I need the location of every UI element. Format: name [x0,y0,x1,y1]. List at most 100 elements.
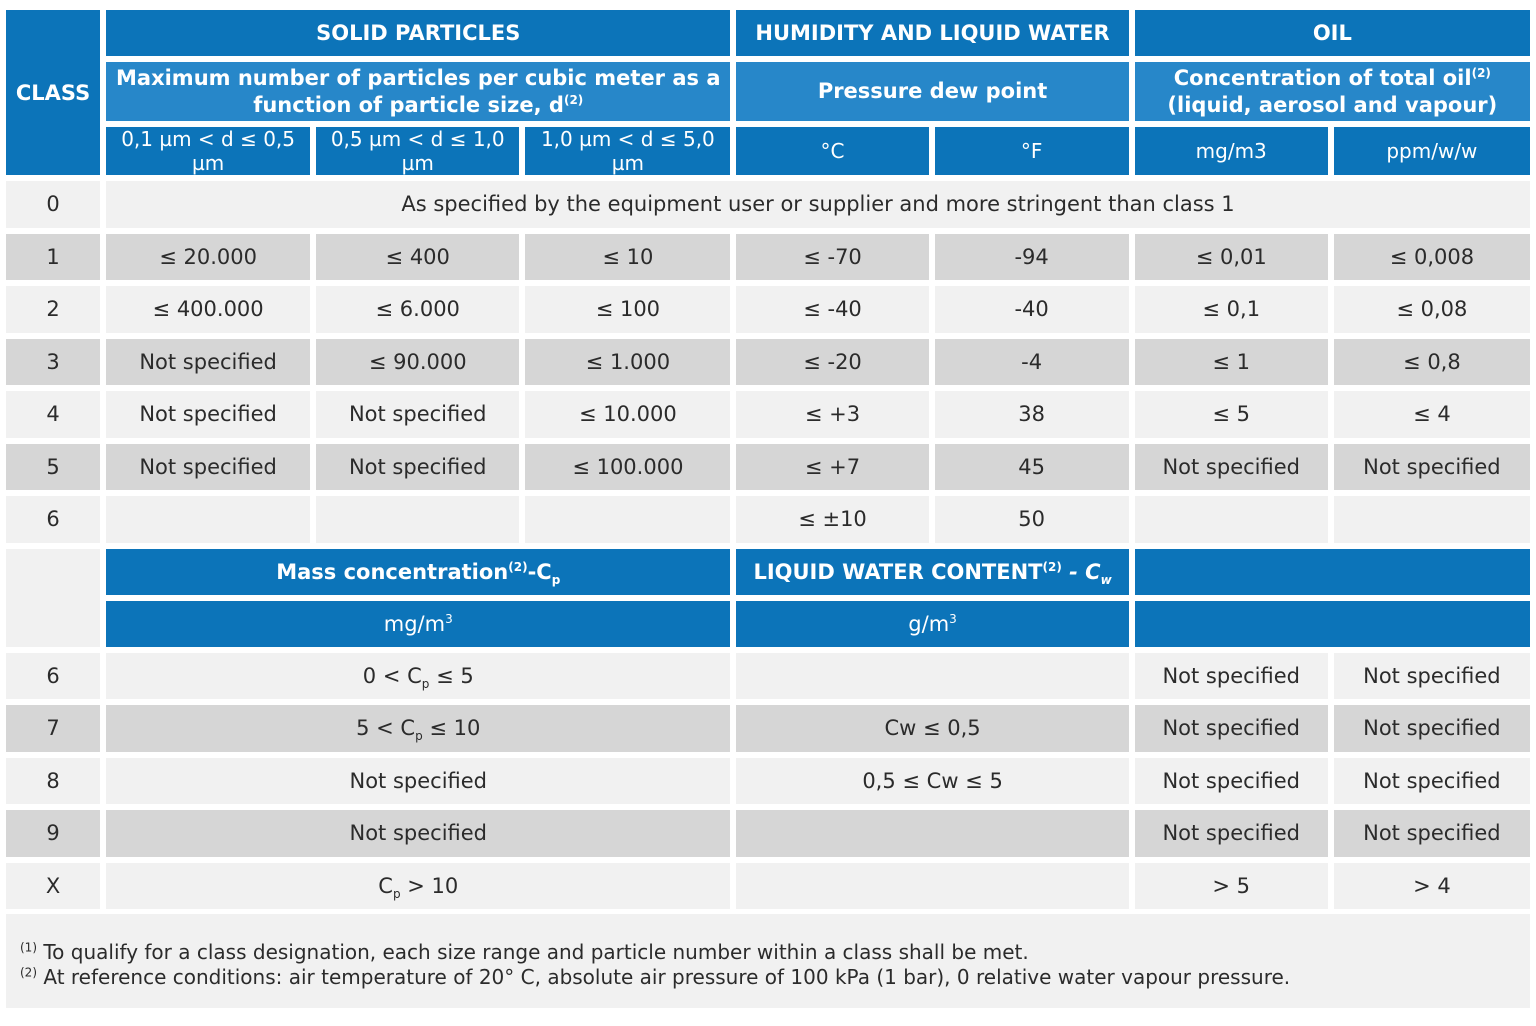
class-cell: X [6,862,101,909]
mass-cell: 5 < Cp ≤ 10 [106,705,731,752]
data-cell [525,496,731,543]
unit-header: 1,0 µm < d ≤ 5,0 µm [525,127,731,175]
data-cell: ≤ +7 [736,443,929,490]
data-cell: ≤ 10 [525,233,731,280]
data-cell: ≤ 6.000 [316,286,520,333]
data-cell: Not specified [106,443,311,490]
data-cell: ≤ 400.000 [106,286,311,333]
class-blank-cell [6,548,101,647]
data-cell: ≤ 90.000 [316,338,520,385]
data-cell: ≤ 0,1 [1134,286,1328,333]
class-cell: 0 [6,181,101,228]
unit-header: mg/m3 [1134,127,1328,175]
data-cell: ≤ 400 [316,233,520,280]
table-row: 2 ≤ 400.000 ≤ 6.000 ≤ 100 ≤ -40 -40 ≤ 0,1 ≤ 0,0… [6,286,1530,333]
footnote: (2) At reference conditions: air tempera… [20,965,1291,989]
unit-header: °C [736,127,929,175]
table-row: 5 Not specified Not specified ≤ 100.000 ≤ +7… [6,443,1530,490]
data-cell: -4 [934,338,1129,385]
class-cell: 8 [6,757,101,804]
water-cell [736,652,1129,699]
data-cell: ≤ 4 [1333,391,1530,438]
table-row: 3 Not specified ≤ 90.000 ≤ 1.000 ≤ -20 -4 ≤ 1 ≤… [6,338,1530,385]
oil-mg-cell: Not specified [1134,652,1328,699]
oil-concentration-subheader: Concentration of total oil(2) (liquid, a… [1134,62,1530,121]
oil-ppm-cell: Not specified [1333,705,1530,752]
data-cell: ≤ -40 [736,286,929,333]
mass-cell: Cp > 10 [106,862,731,909]
class-cell: 5 [6,443,101,490]
class-cell: 7 [6,705,101,752]
footnote: (1) To qualify for a class designation, … [20,940,1029,964]
liquid-water-content-header: LIQUID WATER CONTENT(2) - Cw [736,548,1129,595]
data-cell: ≤ -70 [736,233,929,280]
table-row: 9 Not specified Not specified Not specified [6,810,1530,857]
mass-cell: Not specified [106,757,731,804]
oil-mg-cell: Not specified [1134,757,1328,804]
data-cell: 45 [934,443,1129,490]
class-cell: 6 [6,652,101,699]
data-cell: ≤ 100 [525,286,731,333]
water-cell [736,862,1129,909]
solid-particles-header: SOLID PARTICLES [106,10,731,56]
oil-ppm-cell: > 4 [1333,862,1530,909]
data-cell: Not specified [316,391,520,438]
data-cell [1134,496,1328,543]
oil-blank-header [1134,548,1530,595]
table-row: 1 ≤ 20.000 ≤ 400 ≤ 10 ≤ -70 -94 ≤ 0,01 ≤ 0,008 [6,233,1530,280]
mass-unit-header: mg/m3 [106,600,731,647]
pressure-dew-point-subheader: Pressure dew point [736,62,1129,121]
class0-description: As specified by the equipment user or su… [106,181,1530,228]
data-cell: 38 [934,391,1129,438]
oil-header: OIL [1134,10,1530,56]
data-cell [1333,496,1530,543]
class-cell: 4 [6,391,101,438]
class-cell: 9 [6,810,101,857]
data-cell: ≤ +3 [736,391,929,438]
oil-mg-cell: Not specified [1134,810,1328,857]
water-unit-header: g/m3 [736,600,1129,647]
table-row: X Cp > 10 > 5 > 4 [6,862,1530,909]
water-cell [736,810,1129,857]
class-cell: 1 [6,233,101,280]
data-cell: Not specified [1134,443,1328,490]
humidity-header: HUMIDITY AND LIQUID WATER [736,10,1129,56]
oil-unit-blank [1134,600,1530,647]
data-cell: ≤ 1.000 [525,338,731,385]
oil-ppm-cell: Not specified [1333,652,1530,699]
table-row: 4 Not specified Not specified ≤ 10.000 ≤ +3 3… [6,391,1530,438]
unit-header: 0,1 µm < d ≤ 0,5 µm [106,127,311,175]
data-cell: Not specified [316,443,520,490]
oil-ppm-cell: Not specified [1333,810,1530,857]
data-cell: ≤ -20 [736,338,929,385]
data-cell: ≤ 5 [1134,391,1328,438]
unit-header: °F [934,127,1129,175]
class-cell: 2 [6,286,101,333]
max-particles-subheader: Maximum number of particles per cubic me… [106,62,731,121]
data-cell: ≤ 10.000 [525,391,731,438]
table-row: 8 Not specified 0,5 ≤ Cw ≤ 5 Not specified N… [6,757,1530,804]
table-row: 0 As specified by the equipment user or … [6,181,1530,228]
data-cell [106,496,311,543]
data-cell: ≤ ±10 [736,496,929,543]
class-header: CLASS [6,10,101,175]
table-row: 6 ≤ ±10 50 [6,496,1530,543]
oil-mg-cell: Not specified [1134,705,1328,752]
data-cell: ≤ 0,01 [1134,233,1328,280]
data-cell: ≤ 20.000 [106,233,311,280]
mass-cell: 0 < Cp ≤ 5 [106,652,731,699]
oil-mg-cell: > 5 [1134,862,1328,909]
air-quality-table: CLASS SOLID PARTICLES HUMIDITY AND LIQUI… [6,10,1530,909]
data-cell: 50 [934,496,1129,543]
data-cell: Not specified [1333,443,1530,490]
class-cell: 3 [6,338,101,385]
data-cell: ≤ 0,08 [1333,286,1530,333]
unit-header: 0,5 µm < d ≤ 1,0 µm [316,127,520,175]
data-cell: Not specified [106,338,311,385]
data-cell: ≤ 100.000 [525,443,731,490]
data-cell: Not specified [106,391,311,438]
unit-header: ppm/w/w [1333,127,1530,175]
mass-concentration-header: Mass concentration(2)-Cp [106,548,731,595]
